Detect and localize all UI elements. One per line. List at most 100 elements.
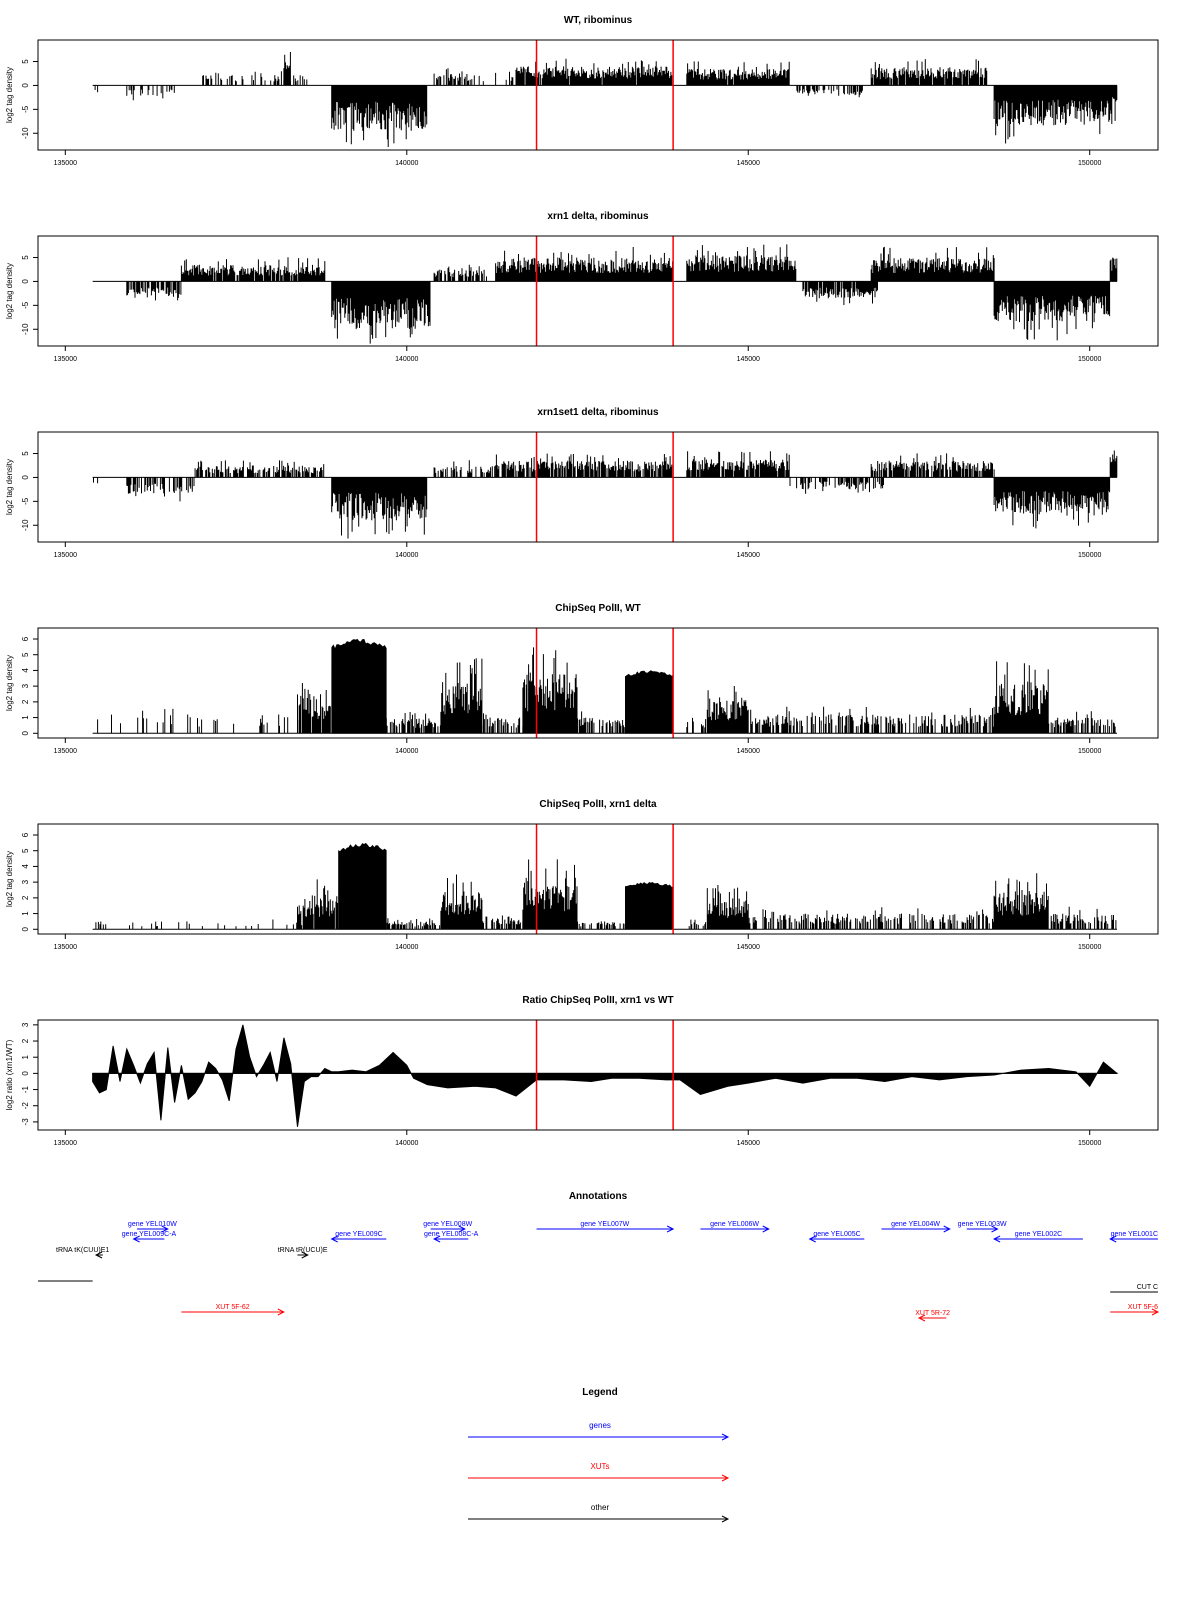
arrowhead-left <box>992 1235 1001 1243</box>
arrowhead-right <box>991 1225 999 1233</box>
legend-arrow <box>468 1515 730 1523</box>
signal-segment <box>747 907 995 930</box>
signal-bars <box>283 52 291 86</box>
signal-segment <box>686 451 790 478</box>
signal-bars <box>1050 906 1117 930</box>
arrowhead-right <box>666 1225 675 1233</box>
signal-bars <box>440 658 483 734</box>
annotation-label: XUT 5R-72 <box>915 1310 950 1317</box>
y-tick-label: 6 <box>21 636 30 641</box>
annotation-label: gene YEL009C <box>335 1231 382 1238</box>
y-tick-label: -10 <box>21 127 30 139</box>
signal-segment <box>1109 257 1118 282</box>
arrowhead-left <box>330 1235 338 1243</box>
y-axis-label: log2 tag density <box>5 655 14 711</box>
signal-segment <box>688 919 707 930</box>
signal-segment <box>686 61 790 86</box>
signal-bars <box>686 717 707 734</box>
legend-entry-other: other <box>468 1503 730 1523</box>
x-tick-label: 150000 <box>1078 552 1101 559</box>
x-tick-label: 150000 <box>1078 356 1101 363</box>
signal-segment <box>624 882 674 930</box>
signal-segment <box>97 708 300 734</box>
x-tick-label: 145000 <box>737 552 760 559</box>
signal-segment <box>331 638 387 734</box>
y-axis-label: log2 tag density <box>5 851 14 907</box>
arrowhead-right <box>762 1225 770 1233</box>
x-tick-label: 150000 <box>1078 944 1101 951</box>
y-tick-label: 5 <box>21 59 30 64</box>
y-tick-label: 1 <box>21 911 30 916</box>
arrowhead-left <box>132 1235 140 1243</box>
signal-bars <box>297 879 339 930</box>
signal-bars <box>515 58 673 86</box>
arrowhead-right <box>721 1474 730 1482</box>
y-axis-label: log2 ratio (xrn1/WT) <box>5 1039 14 1110</box>
signal-segment <box>870 59 988 86</box>
y-tick-label: 0 <box>21 83 30 88</box>
y-tick-label: -5 <box>21 105 30 113</box>
signal-segment <box>331 477 428 539</box>
signal-bars <box>522 647 578 734</box>
y-tick-label: 5 <box>21 255 30 260</box>
legend-label: other <box>591 1503 610 1512</box>
plot-frame <box>37 39 1159 151</box>
annotation-gene: gene YEL005C <box>808 1231 865 1243</box>
arrowhead-right <box>161 1225 169 1233</box>
signal-block <box>624 670 674 734</box>
legend-label: genes <box>589 1421 611 1430</box>
x-tick-label: 145000 <box>737 160 760 167</box>
y-tick-label: 0 <box>21 927 30 932</box>
signal-bars <box>870 453 995 478</box>
annotation-gene: gene YEL009C-A <box>122 1231 176 1243</box>
signal-bars <box>577 921 626 930</box>
annotation-gene: gene YEL004W <box>881 1221 951 1233</box>
annotation-gene: gene YEL006W <box>700 1221 770 1233</box>
signal-segment <box>297 879 339 930</box>
arrowhead-right <box>301 1251 309 1259</box>
panel-5: ChipSeq PolII, xrn1 delta log2 tag densit… <box>5 799 1159 951</box>
x-tick-label: 145000 <box>737 356 760 363</box>
signal-bars <box>94 85 99 93</box>
signal-segment <box>993 873 1049 930</box>
signal-bars <box>706 885 749 930</box>
y-tick-label: 0 <box>21 279 30 284</box>
y-tick-label: 0 <box>21 731 30 736</box>
annotation-label: gene YEL008C-A <box>424 1231 479 1238</box>
y-tick-label: 3 <box>21 683 30 688</box>
signal-bars <box>331 85 428 147</box>
x-tick-label: 140000 <box>395 1140 418 1147</box>
signal-bars <box>993 85 1111 144</box>
signal-bars <box>1109 450 1118 478</box>
signal-bars <box>993 661 1049 734</box>
signal-bars <box>297 683 331 734</box>
annotation-other: tRNA tK(CUU)E1 <box>56 1247 109 1259</box>
annotation-label: gene YEL006W <box>710 1221 759 1228</box>
annotation-other: tRNA tR(UCU)E <box>278 1247 328 1259</box>
signal-bars <box>993 281 1111 341</box>
annotation-label: tRNA tK(CUU)E1 <box>56 1247 109 1254</box>
annotation-xut: XUT 5F-62 <box>181 1304 285 1316</box>
x-tick-label: 140000 <box>395 944 418 951</box>
x-tick-label: 135000 <box>54 552 77 559</box>
signal-segment <box>870 453 995 478</box>
signal-bars <box>481 713 524 734</box>
signal-segment <box>624 670 674 734</box>
legend-entry-gene: genes <box>468 1421 730 1441</box>
signal-segment <box>202 71 308 86</box>
x-tick-label: 135000 <box>54 160 77 167</box>
x-tick-label: 135000 <box>54 748 77 755</box>
ratio-area <box>92 1024 1119 1127</box>
y-tick-label: 5 <box>21 451 30 456</box>
annotation-other: CUT C <box>1110 1284 1158 1293</box>
signal-bars <box>331 477 428 539</box>
annotations-title: Annotations <box>569 1191 628 1202</box>
annotation-gene: gene YEL010W <box>128 1221 177 1233</box>
panel-title: xrn1set1 delta, ribominus <box>537 407 659 418</box>
y-tick-label: 2 <box>21 895 30 900</box>
signal-bars <box>180 257 326 282</box>
signal-bars <box>686 451 790 478</box>
x-tick-label: 140000 <box>395 748 418 755</box>
annotation-gene: gene YEL002C <box>992 1231 1083 1243</box>
signal-segment <box>1109 450 1118 478</box>
